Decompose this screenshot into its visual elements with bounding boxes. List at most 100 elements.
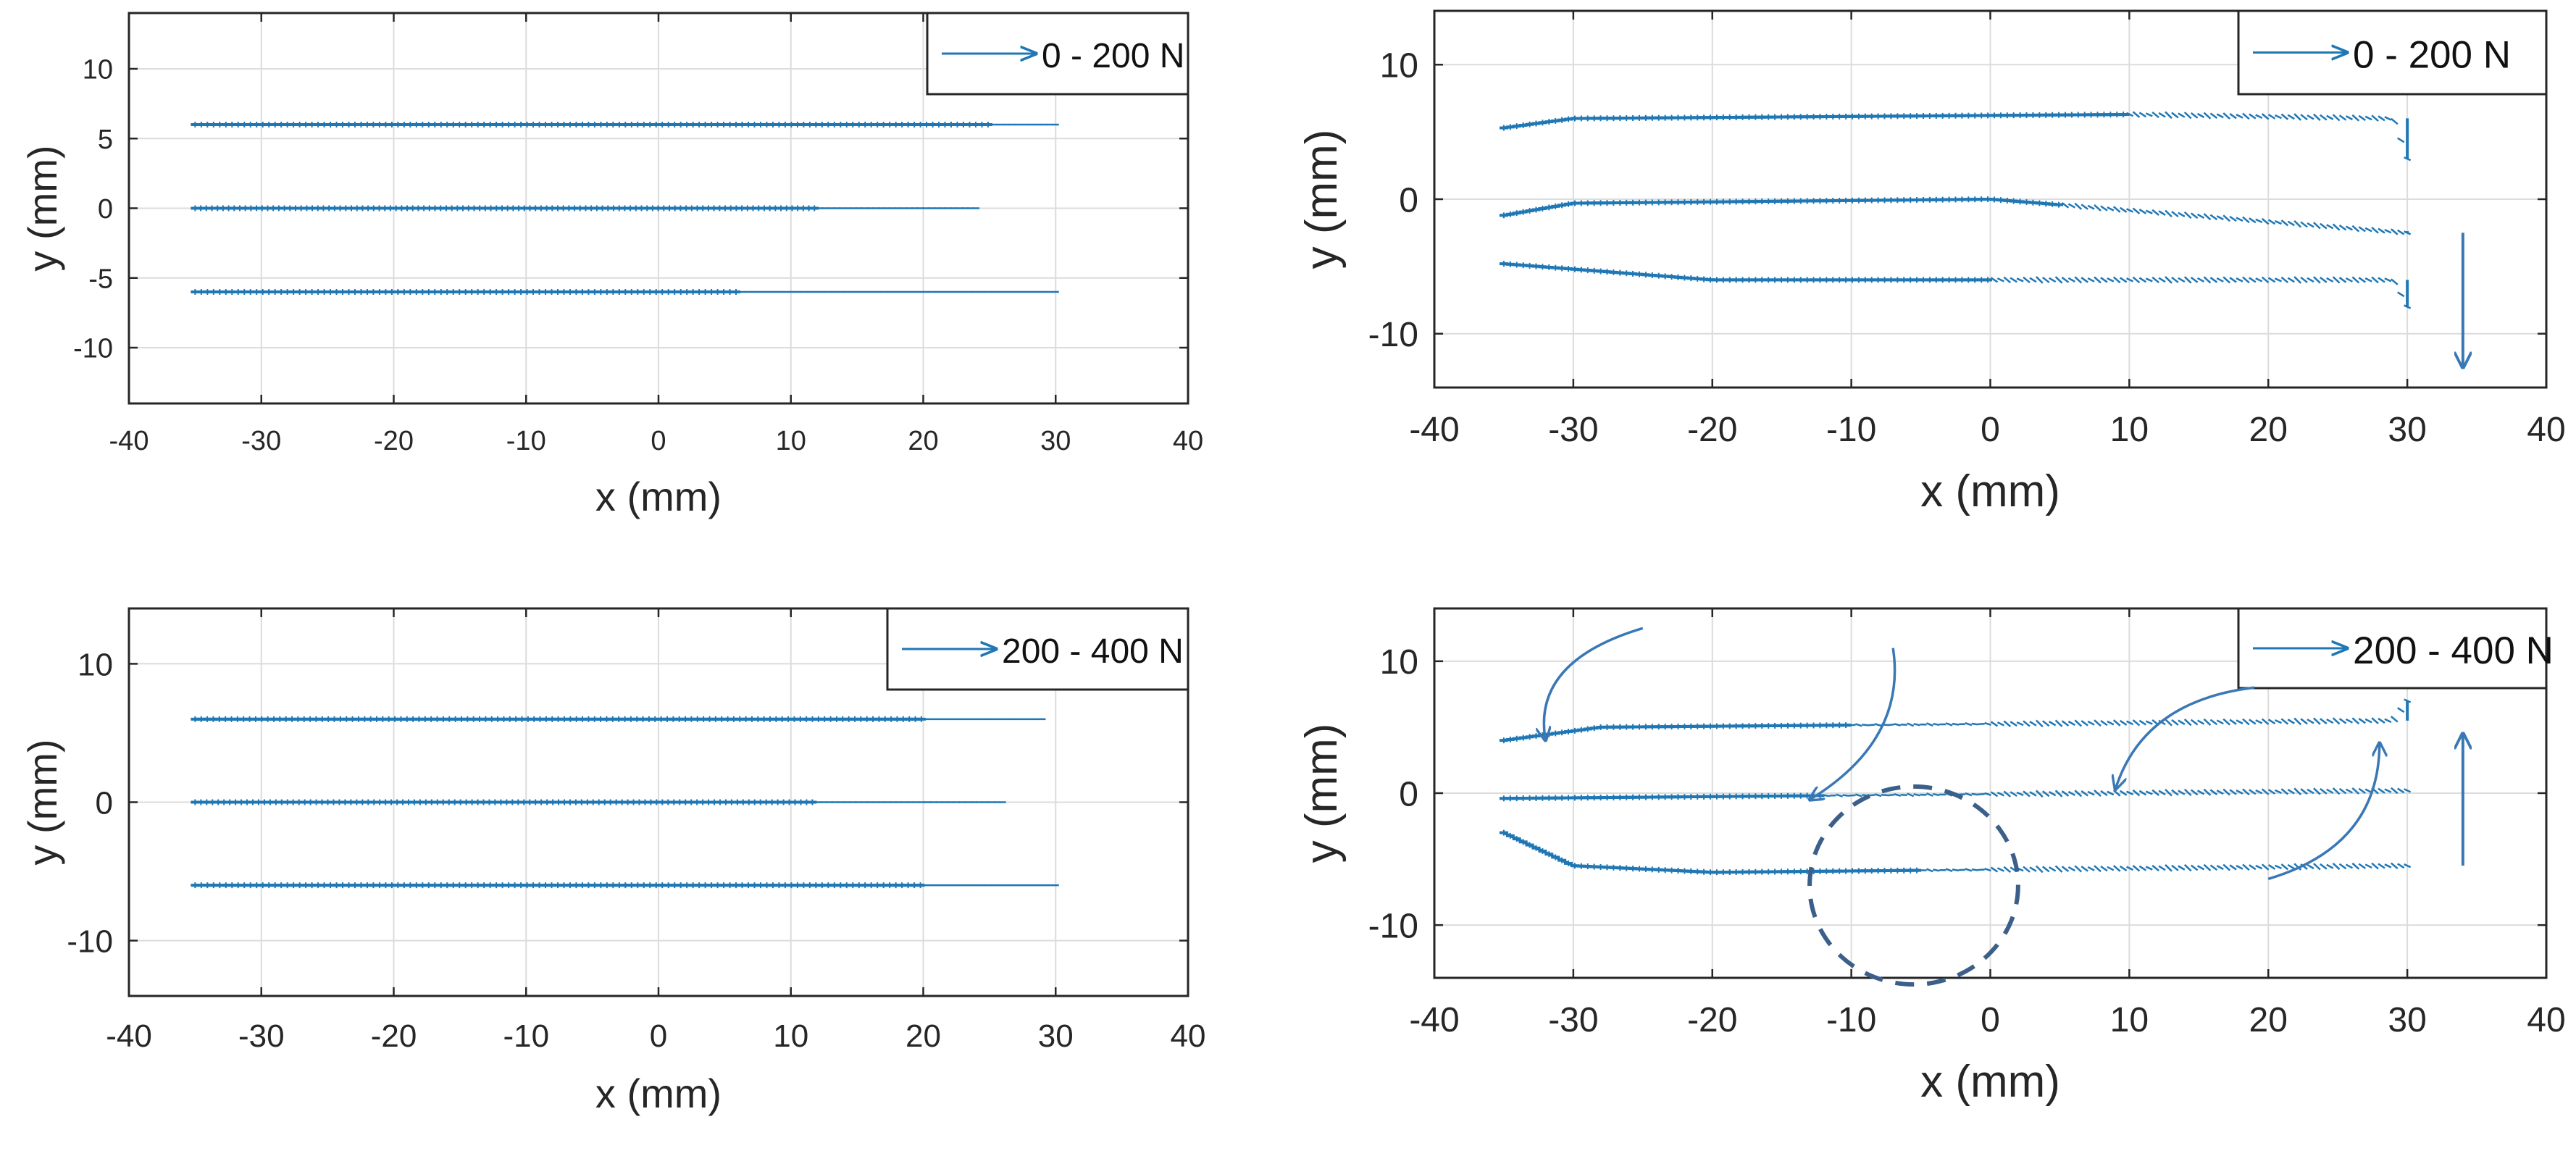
vector-arrow [2274, 864, 2282, 870]
vector-arrow [2332, 276, 2341, 284]
vector-arrow [2081, 720, 2088, 727]
vector-arrow [2280, 788, 2289, 795]
vector-arrow [2216, 719, 2224, 725]
vector-arrow [2010, 721, 2017, 727]
vector-arrow [2178, 277, 2186, 283]
vector-arrow [2178, 865, 2186, 871]
vector-arrow [2222, 718, 2231, 726]
vector-arrow [2035, 865, 2044, 874]
vector-arrow [2313, 717, 2321, 725]
vector-arrow [2061, 277, 2070, 283]
vector-arrow [2280, 276, 2289, 284]
vector-arrow [2145, 866, 2153, 871]
x-tick-label: 40 [2527, 1001, 2565, 1039]
y-tick-label: 0 [98, 194, 113, 225]
vector-arrow [2293, 717, 2302, 726]
vector-arrow [2074, 790, 2083, 797]
vector-arrow [2054, 276, 2063, 284]
vector-arrow [1913, 723, 1920, 727]
vector-arrow [2087, 720, 2095, 726]
vector-arrow [2280, 219, 2289, 227]
vector-arrow [2332, 863, 2341, 871]
vector-arrow [2209, 277, 2218, 283]
vector-arrow [2391, 862, 2399, 870]
vector-arrow [2255, 864, 2263, 870]
x-tick-label: 20 [2249, 411, 2288, 449]
vector-arrow [1933, 792, 1940, 797]
vector-arrow [2249, 277, 2257, 283]
vector-arrow [2209, 864, 2218, 871]
subplot-3: -40 -30 -20 -10 0 10 20 30 40 10 0 -10 x (mm) y (mm) 2… [20, 607, 1205, 1116]
vector-arrow [2216, 215, 2224, 221]
vector-arrow [1978, 793, 1985, 796]
vector-arrow [2293, 787, 2302, 795]
x-tick-label: -20 [374, 426, 414, 456]
x-tick-label: 10 [2110, 411, 2149, 449]
vector-track [191, 289, 1059, 295]
vector-arrow [2061, 201, 2070, 209]
x-tick-label: 0 [1981, 411, 2000, 449]
vector-track [1499, 111, 2412, 162]
vector-arrow [2023, 720, 2031, 727]
y-tick-label: 0 [1399, 181, 1418, 219]
x-tick-label: 30 [1040, 426, 1071, 456]
vector-arrow [2003, 790, 2012, 797]
vector-arrow [2203, 112, 2212, 120]
vector-track [191, 205, 980, 212]
vector-arrow [2171, 276, 2179, 283]
vector-arrow [2242, 216, 2250, 224]
vector-arrow [2222, 214, 2231, 222]
x-tick-label: 40 [1173, 426, 1203, 456]
vector-arrow [1887, 723, 1895, 727]
vector-arrow [2003, 720, 2012, 727]
vector-arrow [1925, 792, 1933, 797]
vector-arrow [2158, 277, 2166, 283]
vector-arrow [2165, 111, 2173, 120]
vector-arrow [2023, 276, 2031, 284]
vector-arrow [2171, 719, 2179, 726]
y-axis-label: y (mm) [20, 145, 65, 271]
vector-arrow [1862, 724, 1869, 727]
vector-track [1499, 261, 2412, 309]
y-axis-label: y (mm) [20, 739, 65, 865]
vector-arrow [2100, 866, 2108, 872]
x-axis-label: x (mm) [1920, 1057, 2060, 1107]
vector-arrow [2338, 224, 2347, 231]
vector-arrow [1874, 723, 1882, 727]
vector-arrow [1996, 792, 2004, 797]
vector-track [191, 122, 1059, 127]
vector-arrow [2249, 719, 2257, 725]
vector-arrow [2391, 278, 2399, 285]
vector-arrow [2203, 276, 2212, 284]
x-tick-label: 20 [906, 1018, 941, 1054]
vector-arrow [2041, 720, 2050, 727]
vector-arrow [2345, 863, 2354, 869]
vector-arrow [2016, 721, 2024, 727]
y-tick-label: -10 [73, 334, 113, 364]
vector-arrow [2274, 719, 2282, 724]
vector-arrow [2171, 864, 2179, 871]
vector-arrow [2358, 787, 2366, 795]
vector-arrow [2196, 865, 2205, 871]
vector-arrow [2203, 788, 2212, 796]
vector-arrow [1952, 868, 1960, 872]
vector-arrow [1990, 277, 1999, 283]
vector-arrow [1965, 792, 1973, 797]
vector-arrow [2261, 788, 2270, 795]
y-tick-label: 10 [1380, 643, 1418, 682]
vector-arrow [1952, 722, 1960, 726]
vector-arrow [2126, 277, 2134, 282]
vector-arrow [2119, 865, 2128, 871]
vector-arrow [2041, 276, 2050, 283]
vector-arrow [2054, 790, 2063, 797]
vector-arrow [1925, 868, 1933, 873]
vector-arrow [2222, 863, 2231, 871]
vector-arrow [1984, 792, 1991, 797]
vector-arrow [2332, 787, 2341, 795]
vector-arrow [2338, 863, 2347, 870]
vector-arrow [2094, 276, 2102, 284]
vector-arrow [2112, 719, 2121, 727]
legend-label: 0 - 200 N [1042, 37, 1184, 75]
vector-arrow [2293, 863, 2302, 871]
